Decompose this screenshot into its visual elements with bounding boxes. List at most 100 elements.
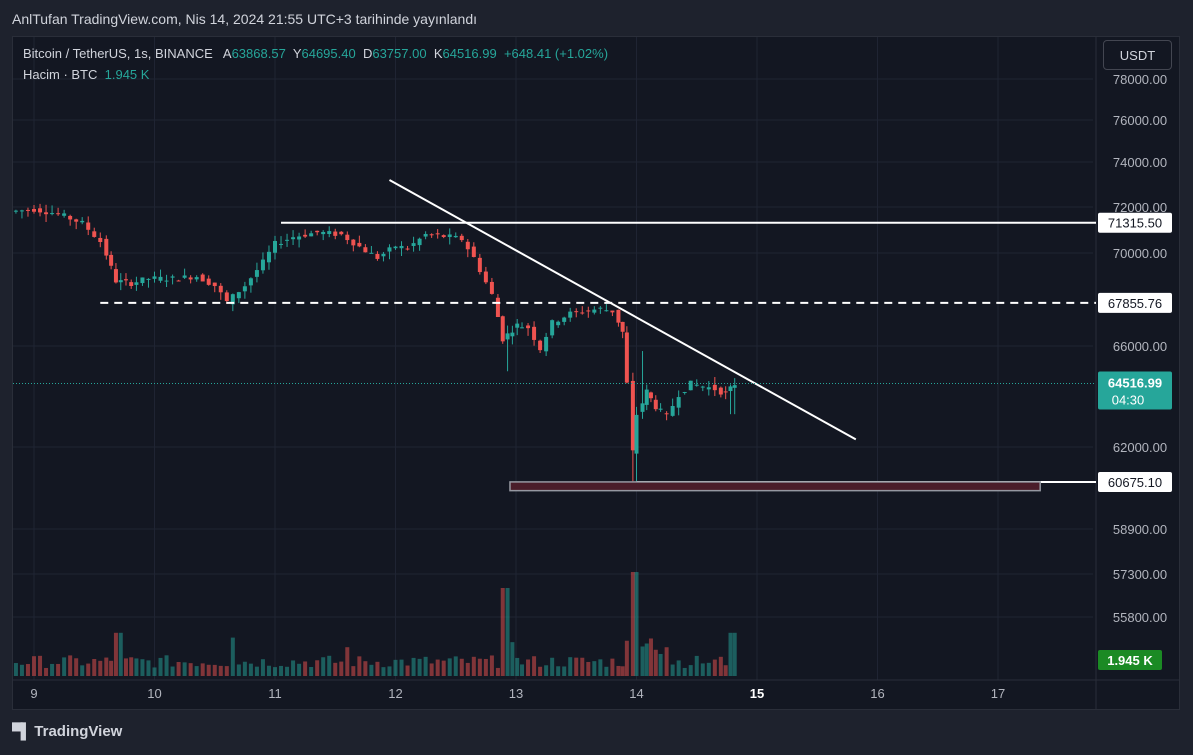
volume-bar xyxy=(170,666,175,676)
candle-body xyxy=(435,233,440,235)
volume-bar xyxy=(80,665,85,676)
volume-bar xyxy=(648,638,653,676)
volume-bar xyxy=(700,663,705,676)
volume-bar xyxy=(129,657,134,676)
volume-bar xyxy=(363,661,368,676)
low-label: D xyxy=(362,46,373,61)
volume-bar xyxy=(339,661,344,676)
volume-bar xyxy=(732,632,737,676)
candle-body xyxy=(592,309,597,313)
volume-legend-label[interactable]: Hacim · BTC xyxy=(23,67,98,82)
x-tick-label: 11 xyxy=(268,686,282,701)
volume-bar xyxy=(489,655,494,676)
volume-bar xyxy=(140,659,145,676)
x-tick-label: 15 xyxy=(750,686,764,701)
volume-bar xyxy=(333,662,338,676)
volume-bar xyxy=(182,662,187,676)
volume-bar xyxy=(123,658,128,676)
x-tick-label: 10 xyxy=(147,686,161,701)
candle-body xyxy=(212,282,217,287)
candle-body xyxy=(152,276,157,279)
candle-body xyxy=(423,233,428,237)
volume-bar xyxy=(640,646,645,676)
volume-bar xyxy=(453,656,458,676)
candle-body xyxy=(44,212,49,215)
candle-body xyxy=(483,271,488,283)
candle-body xyxy=(526,325,531,329)
volume-bar xyxy=(393,659,398,676)
candle-body xyxy=(505,333,510,340)
candle-body xyxy=(489,281,494,294)
volume-bar xyxy=(158,657,163,676)
level-price-label: 60675.10 xyxy=(1108,475,1162,490)
candle-body xyxy=(56,213,61,215)
close-label: K xyxy=(433,46,443,61)
candle-body xyxy=(544,336,549,352)
brand-name: TradingView xyxy=(34,723,123,740)
volume-bar xyxy=(68,655,73,676)
volume-bar xyxy=(212,664,217,676)
y-tick-label: 66000.00 xyxy=(1113,339,1167,354)
volume-bar xyxy=(345,647,350,676)
candle-body xyxy=(92,231,97,237)
volume-bar xyxy=(315,660,320,676)
volume-bar xyxy=(109,660,114,676)
volume-bar xyxy=(218,665,223,676)
candle-body xyxy=(624,332,629,383)
candle-body xyxy=(399,245,404,249)
candle-body xyxy=(718,387,723,395)
volume-bar xyxy=(515,657,520,676)
level-price-label: 71315.50 xyxy=(1108,216,1162,231)
volume-bar xyxy=(459,658,464,676)
volume-bar xyxy=(351,666,356,676)
volume-bar xyxy=(417,658,422,676)
publish-info: AnlTufan TradingView.com, Nis 14, 2024 2… xyxy=(12,11,477,27)
candle-body xyxy=(658,408,663,410)
candle-body xyxy=(339,231,344,235)
candle-body xyxy=(297,236,302,240)
volume-bar xyxy=(520,664,525,676)
last-price-label: 64516.99 xyxy=(1108,375,1162,390)
volume-bar xyxy=(405,665,410,676)
volume-bar xyxy=(550,657,555,676)
volume-bar xyxy=(32,656,36,676)
candle-body xyxy=(113,269,118,283)
volume-bar xyxy=(230,637,235,676)
chart-frame[interactable] xyxy=(12,36,1180,710)
tradingview-logo[interactable]: ▀▌ TradingView xyxy=(12,723,122,740)
volume-bar xyxy=(694,655,699,676)
volume-bar xyxy=(658,653,663,676)
candle-body xyxy=(510,332,515,337)
volume-bar xyxy=(309,666,314,676)
candle-body xyxy=(74,219,79,222)
candle-body xyxy=(218,285,223,293)
candle-body xyxy=(303,234,308,237)
volume-bar xyxy=(224,666,229,676)
level-price-label-bg xyxy=(1098,212,1172,233)
level-price-label-bg xyxy=(1098,472,1172,493)
volume-bar xyxy=(194,666,199,676)
volume-bar xyxy=(598,659,603,676)
candle-body xyxy=(453,235,458,238)
volume-bar xyxy=(98,660,103,676)
y-tick-label: 72000.00 xyxy=(1113,200,1167,215)
candle-body xyxy=(568,311,573,318)
symbol-title[interactable]: Bitcoin / TetherUS, 1s, BINANCE xyxy=(23,46,213,61)
candle-body xyxy=(19,210,24,212)
candle-body xyxy=(375,253,380,259)
currency-button[interactable]: USDT xyxy=(1103,40,1172,70)
volume-bar xyxy=(526,659,531,676)
candle-body xyxy=(459,235,464,241)
candle-body xyxy=(676,397,681,408)
candle-body xyxy=(25,209,30,211)
volume-bar xyxy=(634,572,639,676)
volume-bar xyxy=(500,588,505,676)
volume-bar xyxy=(411,657,416,676)
volume-bar xyxy=(624,640,629,676)
volume-bar xyxy=(248,663,253,676)
candle-body xyxy=(273,240,277,253)
candle-body xyxy=(598,307,603,309)
candle-body xyxy=(230,294,235,305)
volume-bar xyxy=(164,655,169,676)
